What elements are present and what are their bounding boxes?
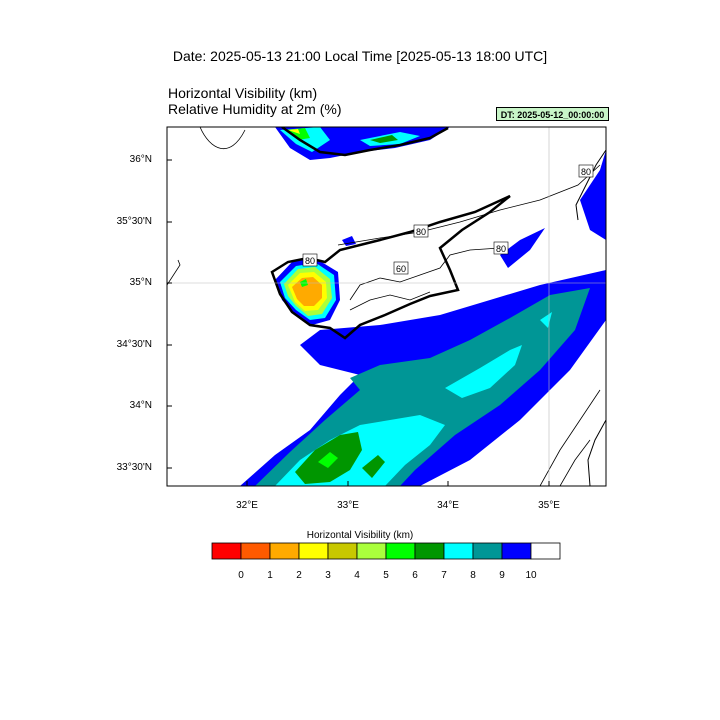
colorbar-label: 1 [267, 570, 273, 581]
colorbar-label: 0 [238, 570, 244, 581]
rh-label-5: 60 [396, 264, 406, 274]
lat-label-34-30n: 34°30'N [116, 339, 152, 350]
colorbar-label: 6 [412, 570, 418, 581]
rh-label-1: 80 [581, 167, 591, 177]
vis-ne-9 [580, 150, 606, 240]
lat-label-35n: 35°N [129, 277, 152, 288]
lon-label-33e: 33°E [337, 500, 359, 511]
colorbar-swatch [472, 542, 503, 560]
rh-label-box-4 [302, 253, 318, 267]
lat-label-35-30n: 35°30'N [116, 216, 152, 227]
lat-label-33-30n: 33°30'N [116, 462, 152, 473]
rh-label-box-5 [393, 261, 409, 275]
vis-cyan-blob [445, 345, 522, 398]
field-title-visibility: Horizontal Visibility (km) [168, 85, 318, 101]
vis-teal-east [535, 300, 575, 345]
vis-band-7b [362, 455, 385, 478]
colorbar-swatch [501, 542, 532, 560]
lon-label-32e: 32°E [236, 500, 258, 511]
lat-label-36n: 36°N [129, 154, 152, 165]
vis-band-6 [318, 452, 338, 468]
dt-badge: DT: 2025-05-12_00:00:00 [496, 107, 609, 121]
colorbar-label: 2 [296, 570, 302, 581]
coastline-cyprus [270, 194, 511, 340]
colorbar-swatch [298, 542, 329, 560]
map-frame [166, 126, 607, 487]
colorbar-label: 10 [525, 570, 537, 581]
rh-label-2: 80 [416, 227, 426, 237]
vis-karpas-blue [342, 236, 356, 246]
chart-title: Date: 2025-05-13 21:00 Local Time [2025-… [172, 48, 548, 64]
vis-cyprus-2 [292, 277, 322, 306]
colorbar-label: 3 [325, 570, 331, 581]
colorbar-swatch [414, 542, 445, 560]
vis-north-3 [288, 129, 300, 134]
colorbar-swatch [211, 542, 242, 560]
rh-label-4: 80 [305, 256, 315, 266]
colorbar-swatch [327, 542, 358, 560]
rh-contours [167, 127, 601, 486]
rh-label-box-3 [493, 241, 509, 255]
colorbar-label: 7 [441, 570, 447, 581]
lat-label-34n: 34°N [129, 400, 152, 411]
rh-label-box-1 [578, 164, 594, 178]
rh-label-box-2 [413, 224, 429, 238]
rh-label-3: 80 [496, 244, 506, 254]
colorbar-title: Horizontal Visibility (km) [306, 530, 414, 541]
field-title-humidity: Relative Humidity at 2m (%) [168, 101, 342, 117]
colorbar-swatch [356, 542, 387, 560]
colorbar-label: 9 [499, 570, 505, 581]
coastline-syria [575, 149, 606, 221]
map-fields: 80 80 80 80 60 [167, 127, 606, 486]
colorbar-swatch [385, 542, 416, 560]
vis-kyrenia-blue [500, 228, 545, 268]
colorbar-swatch [240, 542, 271, 560]
colorbar-swatch [269, 542, 300, 560]
colorbar [211, 542, 561, 560]
coastline-levant [587, 419, 606, 486]
colorbar-swatch [530, 542, 561, 560]
vis-north-7 [370, 135, 398, 143]
colorbar-swatch [443, 542, 474, 560]
lon-label-35e: 35°E [538, 500, 560, 511]
colorbar-label: 5 [383, 570, 389, 581]
colorbar-label: 4 [354, 570, 360, 581]
lon-label-34e: 34°E [437, 500, 459, 511]
coastline-turkey [281, 127, 449, 157]
axis-ticks [167, 159, 550, 486]
colorbar-label: 8 [470, 570, 476, 581]
